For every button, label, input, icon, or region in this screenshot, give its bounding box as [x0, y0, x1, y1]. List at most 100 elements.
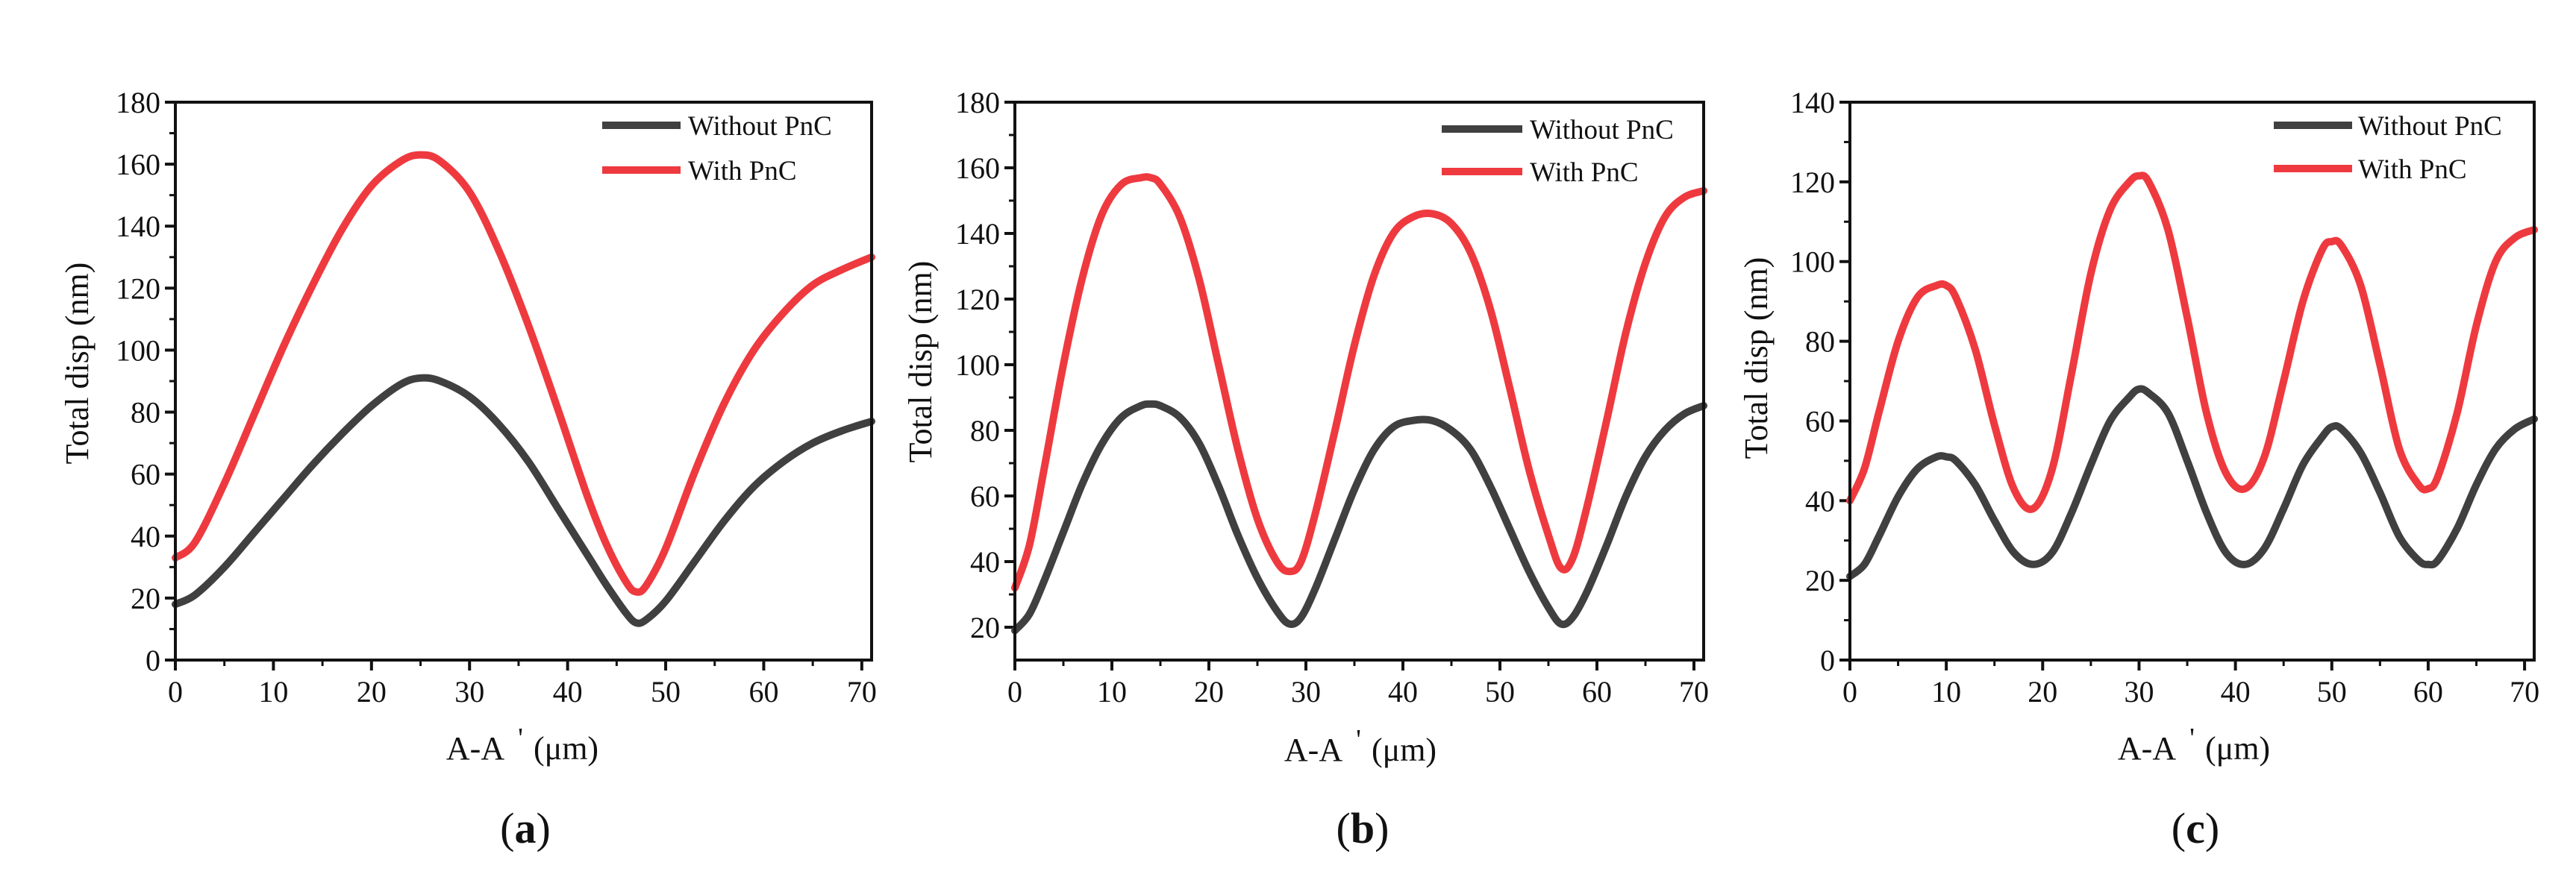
y-tick-label: 140 [955, 217, 1000, 251]
panel-label-a: (a) [500, 804, 551, 852]
y-tick-label: 100 [116, 333, 160, 367]
x-tick-label: 20 [2028, 675, 2057, 709]
y-tick-label: 20 [1805, 564, 1835, 597]
x-axis-title-prime: ' [1356, 724, 1361, 756]
plot-clip-area [1846, 172, 2538, 580]
y-tick-label: 160 [955, 151, 1000, 185]
plot-frame [1013, 101, 1705, 662]
series-line-without-pnc [172, 374, 875, 627]
legend-label-without-pnc: Without PnC [1530, 115, 1674, 145]
plot-frame [174, 101, 873, 662]
y-tick-label: 60 [970, 480, 1000, 513]
y-tick-label: 140 [116, 210, 160, 243]
x-tick-label: 0 [1842, 675, 1857, 709]
legend: Without PnC With PnC [602, 111, 832, 186]
x-tick-label: 0 [168, 675, 183, 709]
legend: Without PnC With PnC [1442, 115, 1674, 188]
x-tick-label: 40 [2221, 675, 2251, 709]
x-tick-label: 70 [847, 675, 877, 709]
x-axis-title: A-A ' (μm) [1284, 724, 1437, 768]
y-ticks: 0 20 40 60 80 100 120 140 160 180 [116, 86, 175, 677]
x-tick-label: 10 [1097, 675, 1127, 709]
series-line-with-pnc [172, 151, 875, 596]
y-tick-label: 40 [1805, 484, 1835, 518]
y-tick-label: 0 [146, 644, 160, 677]
x-axis-title-unit: (μm) [2205, 730, 2270, 767]
y-tick-label: 120 [1790, 166, 1835, 199]
panel-label-c: (c) [2172, 804, 2219, 852]
x-tick-label: 70 [2510, 675, 2539, 709]
y-tick-label: 100 [955, 348, 1000, 382]
plot-frame [1848, 101, 2536, 662]
x-tick-label: 60 [748, 675, 778, 709]
y-axis-title: Total disp (nm) [1738, 257, 1775, 459]
x-axis-title: A-A ' (μm) [446, 723, 598, 767]
series-line-without-pnc [1011, 400, 1707, 635]
y-tick-label: 120 [116, 271, 160, 305]
y-tick-label: 80 [970, 414, 1000, 447]
x-tick-label: 20 [1194, 675, 1224, 709]
x-tick-label: 10 [258, 675, 288, 709]
legend: Without PnC With PnC [2274, 111, 2502, 185]
x-axis-title-main: A-A [2118, 730, 2176, 767]
y-axis-title: Total disp (nm) [59, 263, 96, 465]
y-ticks: 0 20 40 60 80 100 120 140 [1790, 86, 1850, 677]
series-line-without-pnc [1846, 385, 2538, 580]
x-tick-label: 60 [1582, 675, 1612, 709]
panel-c: Total disp (nm) 0 20 40 60 80 100 120 140 0 10 20… [1738, 86, 2539, 852]
y-tick-label: 160 [116, 148, 160, 181]
x-axis-title-prime: ' [518, 723, 523, 754]
panel-b: Total disp (nm) 20406080100120140160180 … [902, 86, 1709, 852]
series-line-with-pnc [1011, 173, 1707, 592]
panel-label-b: (b) [1337, 804, 1389, 852]
y-tick-label: 120 [955, 283, 1000, 316]
legend-label-with-pnc: With PnC [688, 156, 797, 186]
x-tick-label: 30 [1291, 675, 1321, 709]
x-tick-label: 30 [2124, 675, 2154, 709]
x-tick-label: 60 [2413, 675, 2443, 709]
y-tick-label: 60 [131, 458, 160, 491]
x-axis-title-prime: ' [2189, 723, 2195, 754]
plot-clip-area [172, 151, 875, 627]
x-tick-label: 50 [2317, 675, 2347, 709]
plot-clip-area [1011, 173, 1707, 635]
y-tick-label: 100 [1790, 245, 1835, 279]
legend-label-without-pnc: Without PnC [688, 111, 832, 142]
x-tick-label: 40 [553, 675, 583, 709]
y-tick-label: 0 [1820, 644, 1835, 677]
x-ticks: 0 10 20 30 40 50 60 70 [1842, 660, 2539, 709]
y-tick-label: 80 [131, 396, 160, 430]
x-tick-label: 70 [1679, 675, 1709, 709]
legend-label-without-pnc: Without PnC [2358, 111, 2502, 142]
y-tick-label: 60 [1805, 404, 1835, 438]
y-tick-label: 180 [116, 86, 160, 119]
x-tick-label: 30 [454, 675, 484, 709]
x-tick-label: 50 [651, 675, 681, 709]
y-ticks: 20 40 60 80 100 120 140 160 180 [955, 86, 1015, 644]
y-tick-label: 20 [131, 582, 160, 615]
y-tick-label: 80 [1805, 325, 1835, 359]
x-tick-label: 20 [357, 675, 387, 709]
x-axis-title-unit: (μm) [1372, 732, 1437, 768]
x-tick-label: 10 [1931, 675, 1961, 709]
y-tick-label: 40 [970, 545, 1000, 579]
x-tick-label: 50 [1485, 675, 1515, 709]
x-axis-title-main: A-A [1284, 732, 1342, 768]
x-tick-label: 0 [1007, 675, 1022, 709]
x-tick-label: 40 [1388, 675, 1418, 709]
y-tick-label: 140 [1790, 86, 1835, 119]
x-axis-title-main: A-A [446, 730, 504, 767]
series-line-with-pnc [1846, 172, 2538, 513]
legend-label-with-pnc: With PnC [2358, 154, 2467, 185]
x-axis-title: A-A ' (μm) [2118, 723, 2270, 767]
panel-a: Total disp (nm) 020406080100120140160180… [59, 86, 877, 852]
x-ticks: 0 10 20 30 40 50 60 70 [168, 660, 877, 709]
legend-label-with-pnc: With PnC [1530, 157, 1639, 188]
y-tick-label: 180 [955, 86, 1000, 119]
x-ticks: 0 10 20 30 40 50 60 70 [1007, 660, 1709, 709]
y-tick-label: 20 [970, 611, 1000, 644]
y-tick-label: 40 [131, 520, 160, 553]
y-axis-title: Total disp (nm) [902, 261, 939, 463]
x-axis-title-unit: (μm) [534, 730, 598, 767]
